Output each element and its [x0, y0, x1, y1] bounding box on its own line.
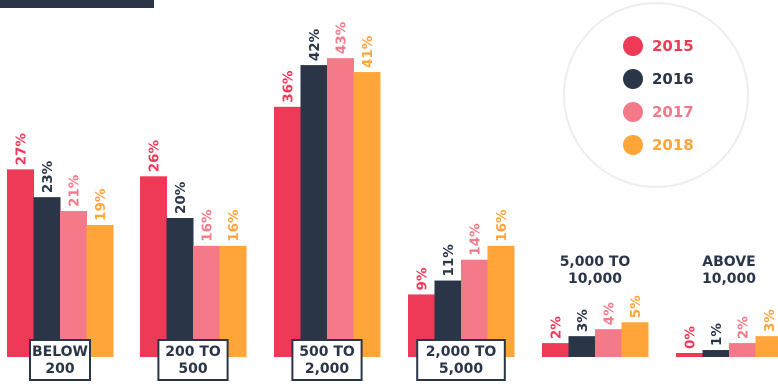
- category-label-box: [416, 339, 506, 381]
- value-label-500-to-2-000-2017: 43%: [333, 21, 349, 54]
- category-label-line: 500: [178, 361, 207, 377]
- bar-5-000-to-10-000-2016: [568, 336, 596, 357]
- category-label-line: 2,000 TO: [426, 344, 497, 360]
- category-label-2-000-to-5-000: 2,000 TO5,000: [416, 339, 506, 381]
- value-label-above-10-000-2018: 3%: [762, 309, 778, 332]
- value-labels-layer: 27% 23% 21% 19% 26% 20% 16% 16% 36% 42% 43% 41% 9% 11…: [13, 21, 778, 349]
- bar-2-000-to-5-000-2018: [487, 245, 515, 357]
- category-label-line: 10,000: [568, 271, 622, 287]
- bar-200-to-500-2015: [140, 176, 167, 357]
- value-label-2-000-to-5-000-2017: 14%: [467, 223, 483, 256]
- bar-below-200-2018: [86, 224, 114, 357]
- value-label-below-200-2017: 21%: [66, 174, 82, 207]
- bar-5-000-to-10-000-2015: [542, 343, 569, 357]
- category-label-box: [291, 339, 363, 381]
- category-label-line: 5,000 TO: [560, 254, 631, 270]
- bar-above-10-000-2017: [729, 343, 756, 357]
- bar-200-to-500-2016: [166, 218, 194, 357]
- value-label-above-10-000-2017: 2%: [735, 316, 751, 339]
- legend-label-2016: 2016: [652, 70, 694, 88]
- value-label-200-to-500-2018: 16%: [226, 209, 242, 242]
- bar-5-000-to-10-000-2017: [595, 329, 622, 357]
- bar-above-10-000-2018: [755, 336, 778, 357]
- value-label-200-to-500-2016: 20%: [173, 181, 189, 214]
- value-label-below-200-2016: 23%: [40, 160, 56, 193]
- bar-above-10-000-2015: [676, 353, 703, 357]
- category-label-box: [157, 339, 229, 381]
- value-label-below-200-2015: 27%: [13, 133, 29, 166]
- bar-500-to-2-000-2017: [327, 58, 354, 358]
- legend-swatch-2015: [623, 36, 643, 56]
- category-label-line: 10,000: [702, 271, 756, 287]
- legend-swatch-2017: [623, 102, 643, 122]
- value-label-above-10-000-2015: 0%: [682, 326, 698, 349]
- value-label-500-to-2-000-2015: 36%: [280, 70, 296, 103]
- legend-swatch-2016: [623, 69, 643, 89]
- category-label-line: 500 TO: [299, 344, 355, 360]
- value-label-200-to-500-2017: 16%: [199, 209, 215, 242]
- top-left-header-bar: [0, 0, 154, 8]
- bar-above-10-000-2016: [702, 350, 730, 357]
- legend-label-2018: 2018: [652, 136, 694, 154]
- category-label-box: [551, 250, 639, 290]
- value-label-5-000-to-10-000-2015: 2%: [548, 316, 564, 339]
- value-label-500-to-2-000-2016: 42%: [307, 28, 323, 61]
- category-label-500-to-2-000: 500 TO2,000: [291, 339, 363, 381]
- category-label-line: 200 TO: [165, 344, 221, 360]
- category-label-box: [29, 339, 91, 381]
- bar-5-000-to-10-000-2018: [621, 322, 649, 357]
- value-label-500-to-2-000-2018: 41%: [360, 35, 376, 68]
- bar-500-to-2-000-2015: [274, 106, 301, 357]
- bar-below-200-2017: [60, 211, 87, 357]
- value-label-2-000-to-5-000-2018: 16%: [494, 209, 510, 242]
- value-label-2-000-to-5-000-2015: 9%: [414, 267, 430, 290]
- bar-500-to-2-000-2016: [300, 65, 328, 357]
- value-label-5-000-to-10-000-2017: 4%: [601, 302, 617, 325]
- legend-background: [563, 2, 749, 188]
- bar-200-to-500-2017: [193, 245, 220, 357]
- category-label-line: 5,000: [439, 361, 484, 377]
- category-label-line: ABOVE: [702, 254, 755, 270]
- legend: 2015 2016 2017 2018: [563, 2, 749, 188]
- value-label-5-000-to-10-000-2016: 3%: [575, 309, 591, 332]
- value-label-above-10-000-2016: 1%: [709, 323, 725, 346]
- value-label-5-000-to-10-000-2018: 5%: [628, 295, 644, 318]
- value-label-200-to-500-2015: 26%: [146, 140, 162, 173]
- category-label-line: BELOW: [32, 344, 88, 360]
- bar-below-200-2015: [7, 169, 34, 357]
- value-label-2-000-to-5-000-2016: 11%: [441, 244, 457, 277]
- category-label-box: [694, 250, 764, 290]
- legend-label-2015: 2015: [652, 37, 694, 55]
- bar-200-to-500-2018: [219, 245, 247, 357]
- legend-swatch-2018: [623, 135, 643, 155]
- category-label-line: 200: [45, 361, 74, 377]
- bar-below-200-2016: [33, 197, 61, 357]
- legend-label-2017: 2017: [652, 103, 694, 121]
- bar-500-to-2-000-2018: [353, 72, 381, 358]
- value-label-below-200-2018: 19%: [93, 188, 109, 221]
- category-label-line: 2,000: [305, 361, 350, 377]
